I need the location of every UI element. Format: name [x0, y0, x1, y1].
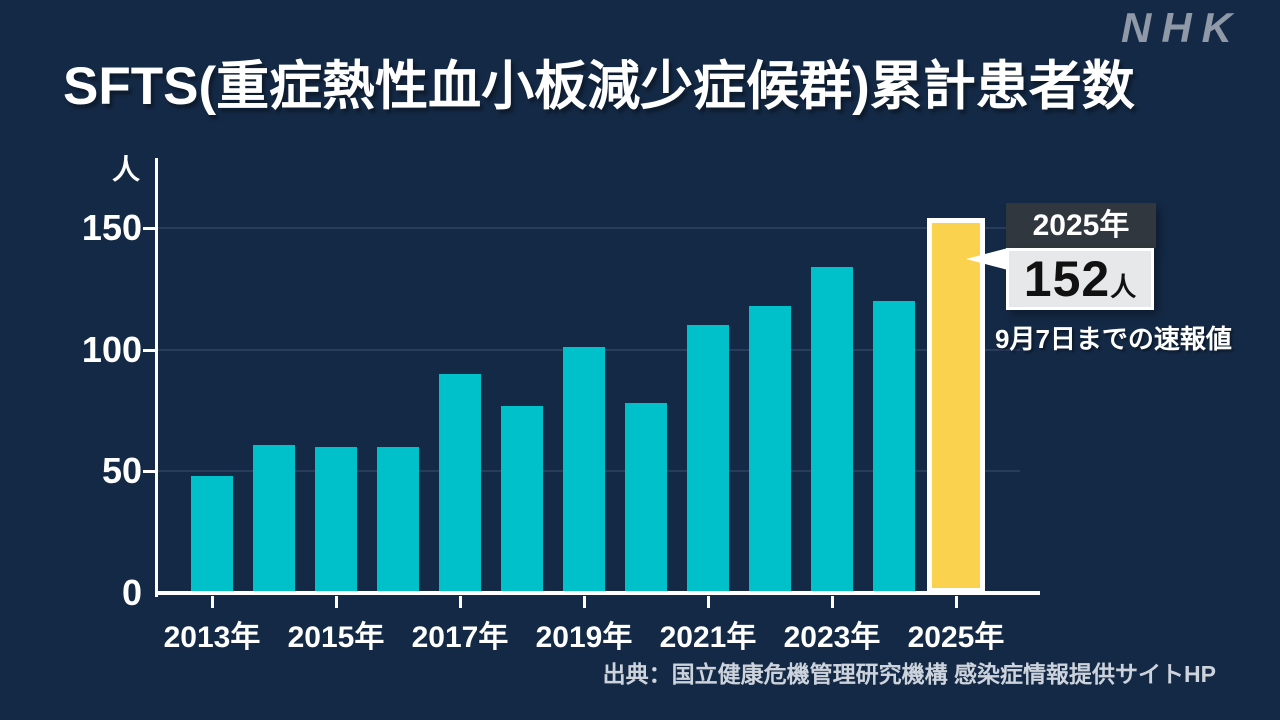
- x-tick-label-2013年: 2013年: [163, 621, 261, 654]
- y-tick-50: [143, 470, 155, 474]
- callout-value-box: 152人: [1006, 248, 1154, 310]
- x-tick-label-2023年: 2023年: [783, 621, 881, 654]
- page-title: SFTS(重症熱性血小板減少症候群)累計患者数: [63, 57, 1135, 116]
- y-tick-label-150: 150: [81, 207, 142, 249]
- callout-year-label: 2025年: [1032, 209, 1130, 242]
- x-tick-2013年: [211, 596, 214, 608]
- nhk-logo: NHK: [1121, 4, 1242, 51]
- bar-2024年: [873, 301, 915, 593]
- bar-2018年: [501, 406, 543, 593]
- x-tick-label-2015年: 2015年: [287, 621, 385, 654]
- x-tick-2015年: [335, 596, 338, 608]
- bar-2019年: [563, 347, 605, 593]
- x-tick-2019年: [583, 596, 586, 608]
- y-tick-150: [143, 227, 155, 231]
- x-tick-2025年: [955, 596, 958, 608]
- y-tick-100: [143, 348, 155, 352]
- callout-arrow-icon: [966, 248, 1008, 270]
- callout-value: 152: [1023, 251, 1111, 307]
- bar-2015年: [315, 447, 357, 593]
- gridline-150: [158, 227, 1020, 230]
- bar-2020年: [625, 403, 667, 593]
- x-tick-2021年: [707, 596, 710, 608]
- bar-2016年: [377, 447, 419, 593]
- x-tick-2017年: [459, 596, 462, 608]
- bar-2023年: [811, 267, 853, 593]
- y-tick-label-0: 0: [121, 572, 142, 613]
- x-tick-2023年: [831, 596, 834, 608]
- x-tick-label-2021年: 2021年: [659, 621, 757, 654]
- callout-note: 9月7日までの速報値: [995, 324, 1232, 354]
- y-axis-unit-label: 人: [111, 154, 140, 185]
- y-tick-label-100: 100: [81, 328, 142, 370]
- source-attribution: 出典：国立健康危機管理研究機構 感染症情報提供サイトHP: [602, 661, 1216, 687]
- x-tick-label-2025年: 2025年: [907, 621, 1005, 654]
- bar-2013年: [191, 476, 233, 593]
- bar-2021年: [687, 325, 729, 593]
- x-tick-label-2017年: 2017年: [411, 621, 509, 654]
- bar-2014年: [253, 445, 295, 593]
- y-axis-line: [155, 158, 158, 597]
- bar-2022年: [749, 306, 791, 593]
- x-axis-line: [155, 591, 1040, 595]
- y-tick-label-50: 50: [101, 450, 142, 492]
- callout-year-box: 2025年: [1006, 203, 1156, 248]
- bar-2025年: [927, 218, 985, 593]
- bar-2017年: [439, 374, 481, 593]
- callout-value-unit: 人: [1110, 272, 1137, 302]
- x-tick-label-2019年: 2019年: [535, 621, 633, 654]
